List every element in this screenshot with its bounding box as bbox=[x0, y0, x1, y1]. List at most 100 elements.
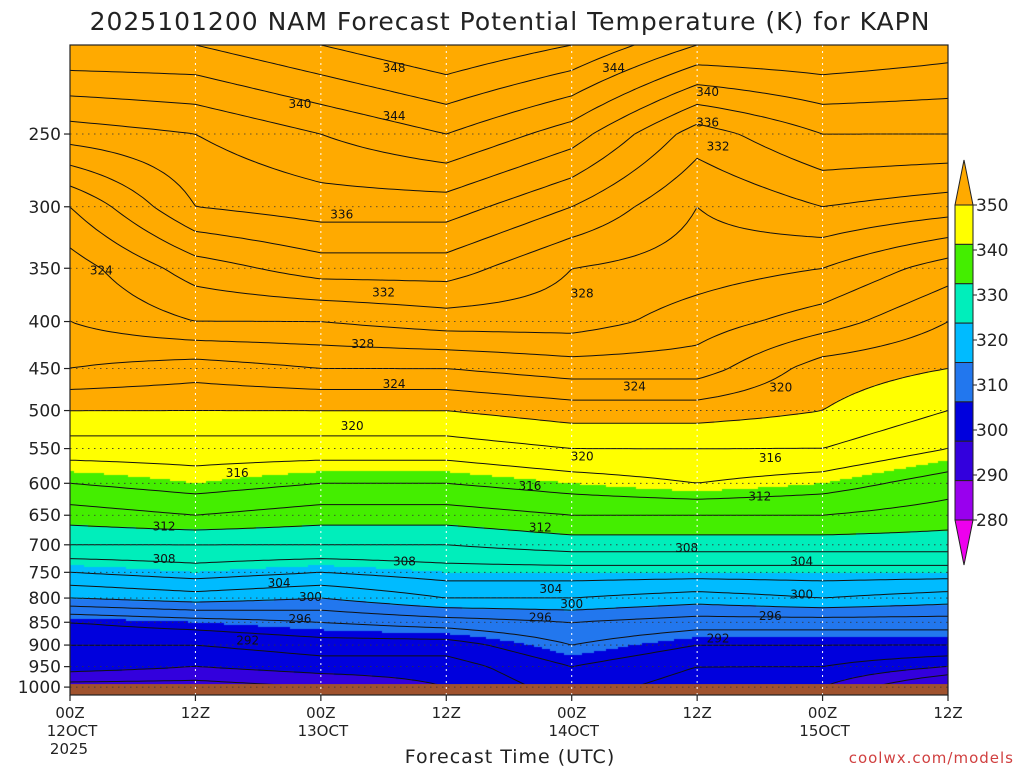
contour-line-324 bbox=[69, 285, 949, 380]
colorbar-label: 290 bbox=[976, 466, 1008, 486]
contour-label: 316 bbox=[518, 479, 541, 493]
y-axis: 250 300 350 400 450 500 550 600 650 700 750 800 850 9… bbox=[18, 125, 70, 698]
contour-line-330 bbox=[69, 206, 949, 309]
colorbar-box bbox=[954, 283, 974, 324]
colorbar: 280 290 300 310 320 330 340 350 bbox=[954, 159, 1008, 566]
colorbar-label: 280 bbox=[976, 511, 1008, 531]
y-tick-label: 700 bbox=[29, 536, 61, 556]
contour-label: 344 bbox=[602, 61, 625, 75]
contour-line-320 bbox=[70, 367, 949, 424]
contour-label: 304 bbox=[268, 576, 291, 590]
contour-labels: 324 340 348 344 344 340 336 332 336 332 328 328 324 3… bbox=[90, 61, 813, 647]
y-tick-label: 250 bbox=[29, 125, 61, 145]
colorbar-box bbox=[954, 480, 974, 521]
contour-label: 344 bbox=[383, 109, 406, 123]
contour-label: 308 bbox=[675, 541, 698, 555]
y-tick-label: 950 bbox=[29, 658, 61, 678]
y-tick-label: 400 bbox=[29, 313, 61, 333]
contour-line-300 bbox=[69, 597, 949, 611]
contour-label: 336 bbox=[696, 116, 719, 130]
contour-label: 320 bbox=[341, 419, 364, 433]
y-tick-label: 300 bbox=[29, 198, 61, 218]
x-tick-label: 00Z bbox=[306, 704, 335, 722]
y-tick-label: 900 bbox=[29, 636, 61, 656]
x-axis-label: Forecast Time (UTC) bbox=[405, 746, 615, 768]
contour-line-340 bbox=[69, 62, 949, 164]
x-tick-label: 12Z bbox=[181, 704, 210, 722]
contour-label: 332 bbox=[707, 140, 730, 154]
chart-title: 2025101200 NAM Forecast Potential Temper… bbox=[90, 7, 931, 36]
contour-label: 316 bbox=[226, 466, 249, 480]
y-tick-label: 500 bbox=[29, 402, 61, 422]
contour-label: 340 bbox=[696, 85, 719, 99]
contour-line-326 bbox=[69, 257, 949, 358]
y-tick-label: 750 bbox=[29, 563, 61, 583]
colorbar-label: 300 bbox=[976, 421, 1008, 441]
ground-band bbox=[70, 684, 948, 695]
contour-label: 316 bbox=[759, 451, 782, 465]
contour-label: 340 bbox=[288, 97, 311, 111]
colorbar-label: 320 bbox=[976, 331, 1008, 351]
y-tick-label: 800 bbox=[29, 589, 61, 609]
y-tick-label: 850 bbox=[29, 613, 61, 633]
plot-frame bbox=[69, 44, 949, 696]
contour-line-310 bbox=[69, 524, 949, 536]
contour-label: 304 bbox=[539, 582, 562, 596]
contour-label: 320 bbox=[769, 381, 792, 395]
contour-line-316 bbox=[69, 447, 949, 484]
contour-label: 312 bbox=[748, 489, 771, 503]
x-date-label: 12OCT bbox=[47, 722, 98, 740]
credit-text: coolwx.com/models bbox=[849, 749, 1014, 767]
x-tick-label: 00Z bbox=[808, 704, 837, 722]
contour-line-290 bbox=[69, 665, 949, 686]
x-tick-label: 00Z bbox=[55, 704, 84, 722]
contour-line-336 bbox=[69, 103, 948, 223]
contour-label: 300 bbox=[560, 597, 583, 611]
contour-line-346 bbox=[320, 44, 572, 76]
colorbar-label: 330 bbox=[976, 286, 1008, 306]
contour-label: 300 bbox=[299, 590, 322, 604]
contour-label: 328 bbox=[351, 337, 374, 351]
x-tick-label: 12Z bbox=[432, 704, 461, 722]
contour-line-328 bbox=[69, 237, 949, 334]
contour-label: 304 bbox=[790, 555, 813, 569]
colorbar-label: 340 bbox=[976, 241, 1008, 261]
y-tick-label: 550 bbox=[29, 440, 61, 460]
theta-field bbox=[70, 45, 948, 695]
contour-line-308 bbox=[70, 544, 948, 553]
contour-line-312 bbox=[69, 498, 949, 516]
contour-label: 328 bbox=[571, 287, 594, 301]
colorbar-arrow-bottom bbox=[954, 519, 974, 566]
x-tick-label: 12Z bbox=[933, 704, 962, 722]
y-tick-label: 450 bbox=[29, 360, 61, 380]
contour-label: 312 bbox=[529, 520, 552, 534]
contour-line-304 bbox=[69, 571, 948, 582]
contour-line-306 bbox=[69, 558, 948, 566]
contour-label: 296 bbox=[759, 609, 782, 623]
contour-line-298 bbox=[69, 605, 949, 624]
plot-fill bbox=[70, 45, 948, 695]
x-date-label: 15OCT bbox=[799, 722, 850, 740]
y-tick-label: 600 bbox=[29, 474, 61, 494]
contour-label: 292 bbox=[236, 634, 259, 648]
ground-fill bbox=[70, 684, 948, 695]
x-date-label: 14OCT bbox=[548, 722, 599, 740]
contour-line-294 bbox=[69, 622, 948, 668]
contour-label: 324 bbox=[90, 264, 113, 278]
colorbar-label: 310 bbox=[976, 376, 1008, 396]
colorbar-box bbox=[954, 204, 974, 245]
x-year-label: 2025 bbox=[50, 740, 88, 758]
contour-line-318 bbox=[70, 410, 949, 450]
contour-line-296 bbox=[69, 613, 948, 646]
y-tick-label: 350 bbox=[29, 259, 61, 279]
contour-label: 336 bbox=[330, 208, 353, 222]
colorbar-arrow-top bbox=[954, 159, 974, 206]
contour-line-314 bbox=[69, 471, 949, 500]
x-tick-label: 00Z bbox=[557, 704, 586, 722]
contour-label: 308 bbox=[153, 552, 176, 566]
contour-label: 348 bbox=[383, 61, 406, 75]
colorbar-box bbox=[954, 440, 974, 482]
colorbar-label: 350 bbox=[976, 196, 1008, 216]
